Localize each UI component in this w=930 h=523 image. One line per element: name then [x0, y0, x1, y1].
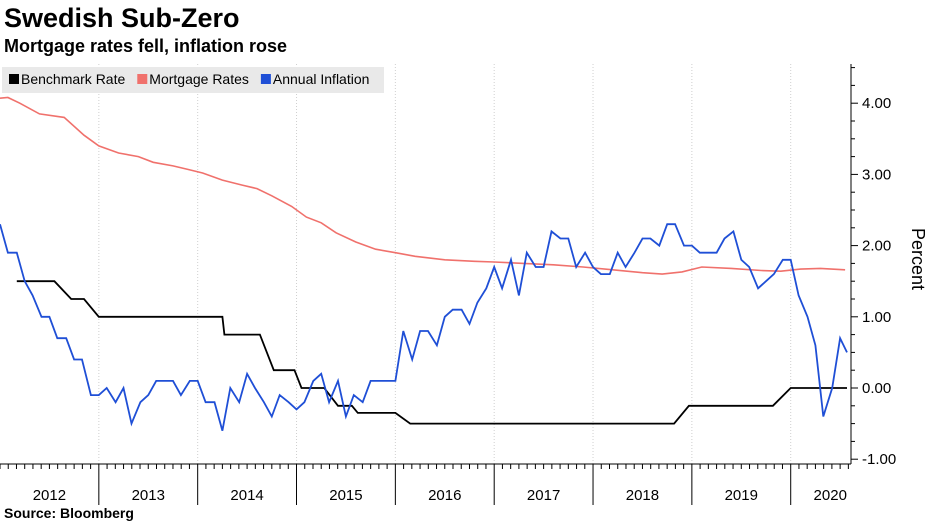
series-layer [0, 96, 848, 431]
legend-label-annual-inflation: Annual Inflation [273, 71, 370, 87]
x-tick-label: 2019 [725, 487, 758, 504]
legend-swatch-mortgage-rates [137, 74, 148, 84]
y-tick-label: 4.00 [862, 95, 891, 112]
legend-swatch-benchmark-rate [9, 74, 19, 84]
chart-subtitle: Mortgage rates fell, inflation rose [4, 36, 288, 56]
x-axis: 2012 2013 2014 2015 2016 2017 2018 2019 2020 [0, 463, 851, 505]
x-tick-label: 2020 [814, 487, 847, 504]
y-tick-label: 2.00 [862, 238, 891, 255]
y-tick-label: -1.00 [862, 451, 896, 468]
series-line-mortgage-rates [0, 96, 846, 275]
x-tick-label: 2015 [329, 487, 362, 504]
legend: Benchmark Rate Mortgage Rates Annual Infla… [2, 67, 384, 93]
y-axis: 4.00 3.00 2.00 1.00 0.00 -1.00 [850, 64, 896, 468]
legend-background [2, 67, 384, 93]
chart-title: Swedish Sub-Zero [4, 3, 240, 33]
x-tick-label: 2014 [230, 487, 263, 504]
y-tick-label: 0.00 [862, 380, 891, 397]
x-tick-label: 2016 [428, 487, 461, 504]
legend-label-mortgage-rates: Mortgage Rates [149, 71, 249, 87]
source-note: Source: Bloomberg [4, 505, 134, 521]
legend-label-benchmark-rate: Benchmark Rate [21, 71, 125, 87]
x-tick-label: 2018 [626, 487, 659, 504]
y-axis-label: Percent [908, 228, 928, 290]
legend-swatch-annual-inflation [260, 74, 271, 84]
x-tick-label: 2013 [132, 487, 165, 504]
y-tick-label: 1.00 [862, 309, 891, 326]
grid [98, 64, 792, 464]
x-tick-label: 2012 [33, 487, 66, 504]
y-tick-label: 3.00 [862, 166, 891, 183]
series-line-annual-inflation [0, 223, 848, 431]
x-tick-label: 2017 [527, 487, 560, 504]
series-line-benchmark-rate [16, 280, 847, 425]
plot-area [0, 64, 851, 464]
